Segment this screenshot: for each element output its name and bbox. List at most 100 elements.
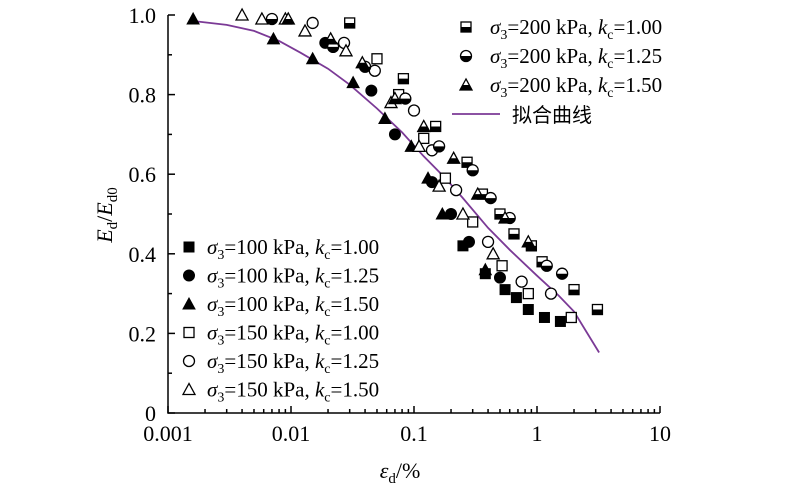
y-tick-label: 0.6 <box>129 162 157 187</box>
data-point <box>306 16 319 30</box>
legend-item: σ3=100 kPa, kc=1.00 <box>183 235 379 263</box>
legend-item: σ3=150 kPa, kc=1.50 <box>181 378 379 406</box>
data-point <box>234 7 250 21</box>
tick-labels: 0.001 0.01 0.1 1 10 0 0.2 0.4 0.6 0.8 1.0 <box>129 3 672 446</box>
data-point <box>186 11 200 25</box>
data-point <box>355 55 370 69</box>
series-5 <box>306 16 558 300</box>
legend-label: σ3=100 kPa, kc=1.50 <box>207 292 379 320</box>
legend-item: σ3=200 kPa, kc=1.25 <box>459 44 662 72</box>
data-point <box>378 111 392 124</box>
legend-marker <box>460 21 472 33</box>
data-point <box>449 183 463 197</box>
legend-label: σ3=100 kPa, kc=1.00 <box>207 235 379 263</box>
x-axis-title: εd/% <box>380 458 421 487</box>
data-point <box>265 12 279 26</box>
data-point <box>538 311 550 323</box>
x-tick-label: 0.001 <box>143 421 193 446</box>
data-point <box>467 216 479 228</box>
data-point <box>397 73 410 85</box>
data-point <box>554 315 566 327</box>
data-point <box>463 235 476 248</box>
y-tick-label: 1.0 <box>129 3 157 28</box>
x-tick-label: 0.1 <box>400 421 428 446</box>
data-point <box>305 51 320 65</box>
legend-marker <box>182 296 196 310</box>
data-point <box>497 210 513 224</box>
legend-marker <box>458 77 474 91</box>
data-point <box>481 235 495 249</box>
axis-titles: εd/% Ed/Ed0 <box>92 187 420 487</box>
data-point <box>540 259 553 272</box>
data-point <box>346 75 360 89</box>
data-point <box>421 171 435 184</box>
legend-item: σ3=150 kPa, kc=1.25 <box>182 349 379 377</box>
y-tick-label: 0.2 <box>129 321 157 346</box>
legend-label: σ3=200 kPa, kc=1.00 <box>490 15 662 43</box>
data-point <box>522 304 534 316</box>
legend-marker <box>183 326 195 339</box>
data-point <box>470 186 485 200</box>
series-1 <box>457 240 566 327</box>
data-point <box>338 43 354 57</box>
data-point <box>568 283 580 296</box>
legend-label: σ3=150 kPa, kc=1.50 <box>207 378 379 406</box>
data-point <box>337 36 351 50</box>
data-point <box>365 84 378 97</box>
legend-item: 拟合曲线 <box>452 103 592 127</box>
legend-label: 拟合曲线 <box>512 103 592 127</box>
data-point <box>591 303 604 316</box>
data-point <box>297 23 313 37</box>
legend-label: σ3=100 kPa, kc=1.25 <box>207 264 379 292</box>
y-tick-label: 0 <box>145 401 156 426</box>
data-point <box>416 119 431 133</box>
data-point <box>266 31 281 45</box>
data-point <box>439 172 452 184</box>
data-point <box>344 17 356 29</box>
legend-item: σ3=150 kPa, kc=1.00 <box>183 321 379 349</box>
data-point <box>281 11 296 25</box>
y-axis-title: Ed/Ed0 <box>92 187 121 244</box>
legend-item: σ3=200 kPa, kc=1.50 <box>458 73 662 101</box>
points-layer <box>186 7 604 327</box>
tick-marks <box>167 14 661 414</box>
data-point <box>496 260 508 272</box>
legend-label: σ3=150 kPa, kc=1.25 <box>207 349 379 377</box>
data-point <box>455 206 471 220</box>
data-point <box>430 120 442 133</box>
legend-marker <box>459 49 473 63</box>
data-point <box>486 246 501 260</box>
legend-marker <box>181 382 197 396</box>
data-point <box>466 164 479 177</box>
legend-item: σ3=200 kPa, kc=1.00 <box>460 15 662 43</box>
data-point <box>508 228 520 240</box>
data-point <box>565 311 577 324</box>
legend-label: σ3=200 kPa, kc=1.50 <box>490 73 662 101</box>
data-point <box>371 53 383 65</box>
x-tick-label: 1 <box>532 421 543 446</box>
y-tick-label: 0.8 <box>129 83 157 108</box>
legend-marker <box>183 241 195 253</box>
data-point <box>461 156 473 168</box>
legend-marker <box>183 269 195 282</box>
data-point <box>555 267 569 280</box>
series-3 <box>186 11 493 276</box>
data-point <box>399 92 412 105</box>
data-point <box>484 191 497 205</box>
data-point <box>510 292 522 304</box>
data-point <box>446 150 461 164</box>
data-point <box>254 11 269 25</box>
y-tick-label: 0.4 <box>129 242 157 267</box>
data-point <box>388 128 401 141</box>
data-point <box>544 287 558 300</box>
data-point <box>387 91 403 105</box>
series-6 <box>234 7 501 260</box>
x-tick-label: 10 <box>649 421 671 446</box>
data-point <box>493 271 506 284</box>
legend-label: σ3=150 kPa, kc=1.00 <box>207 321 379 349</box>
x-tick-label: 0.01 <box>272 421 311 446</box>
data-point <box>521 234 536 248</box>
data-point <box>499 284 511 296</box>
